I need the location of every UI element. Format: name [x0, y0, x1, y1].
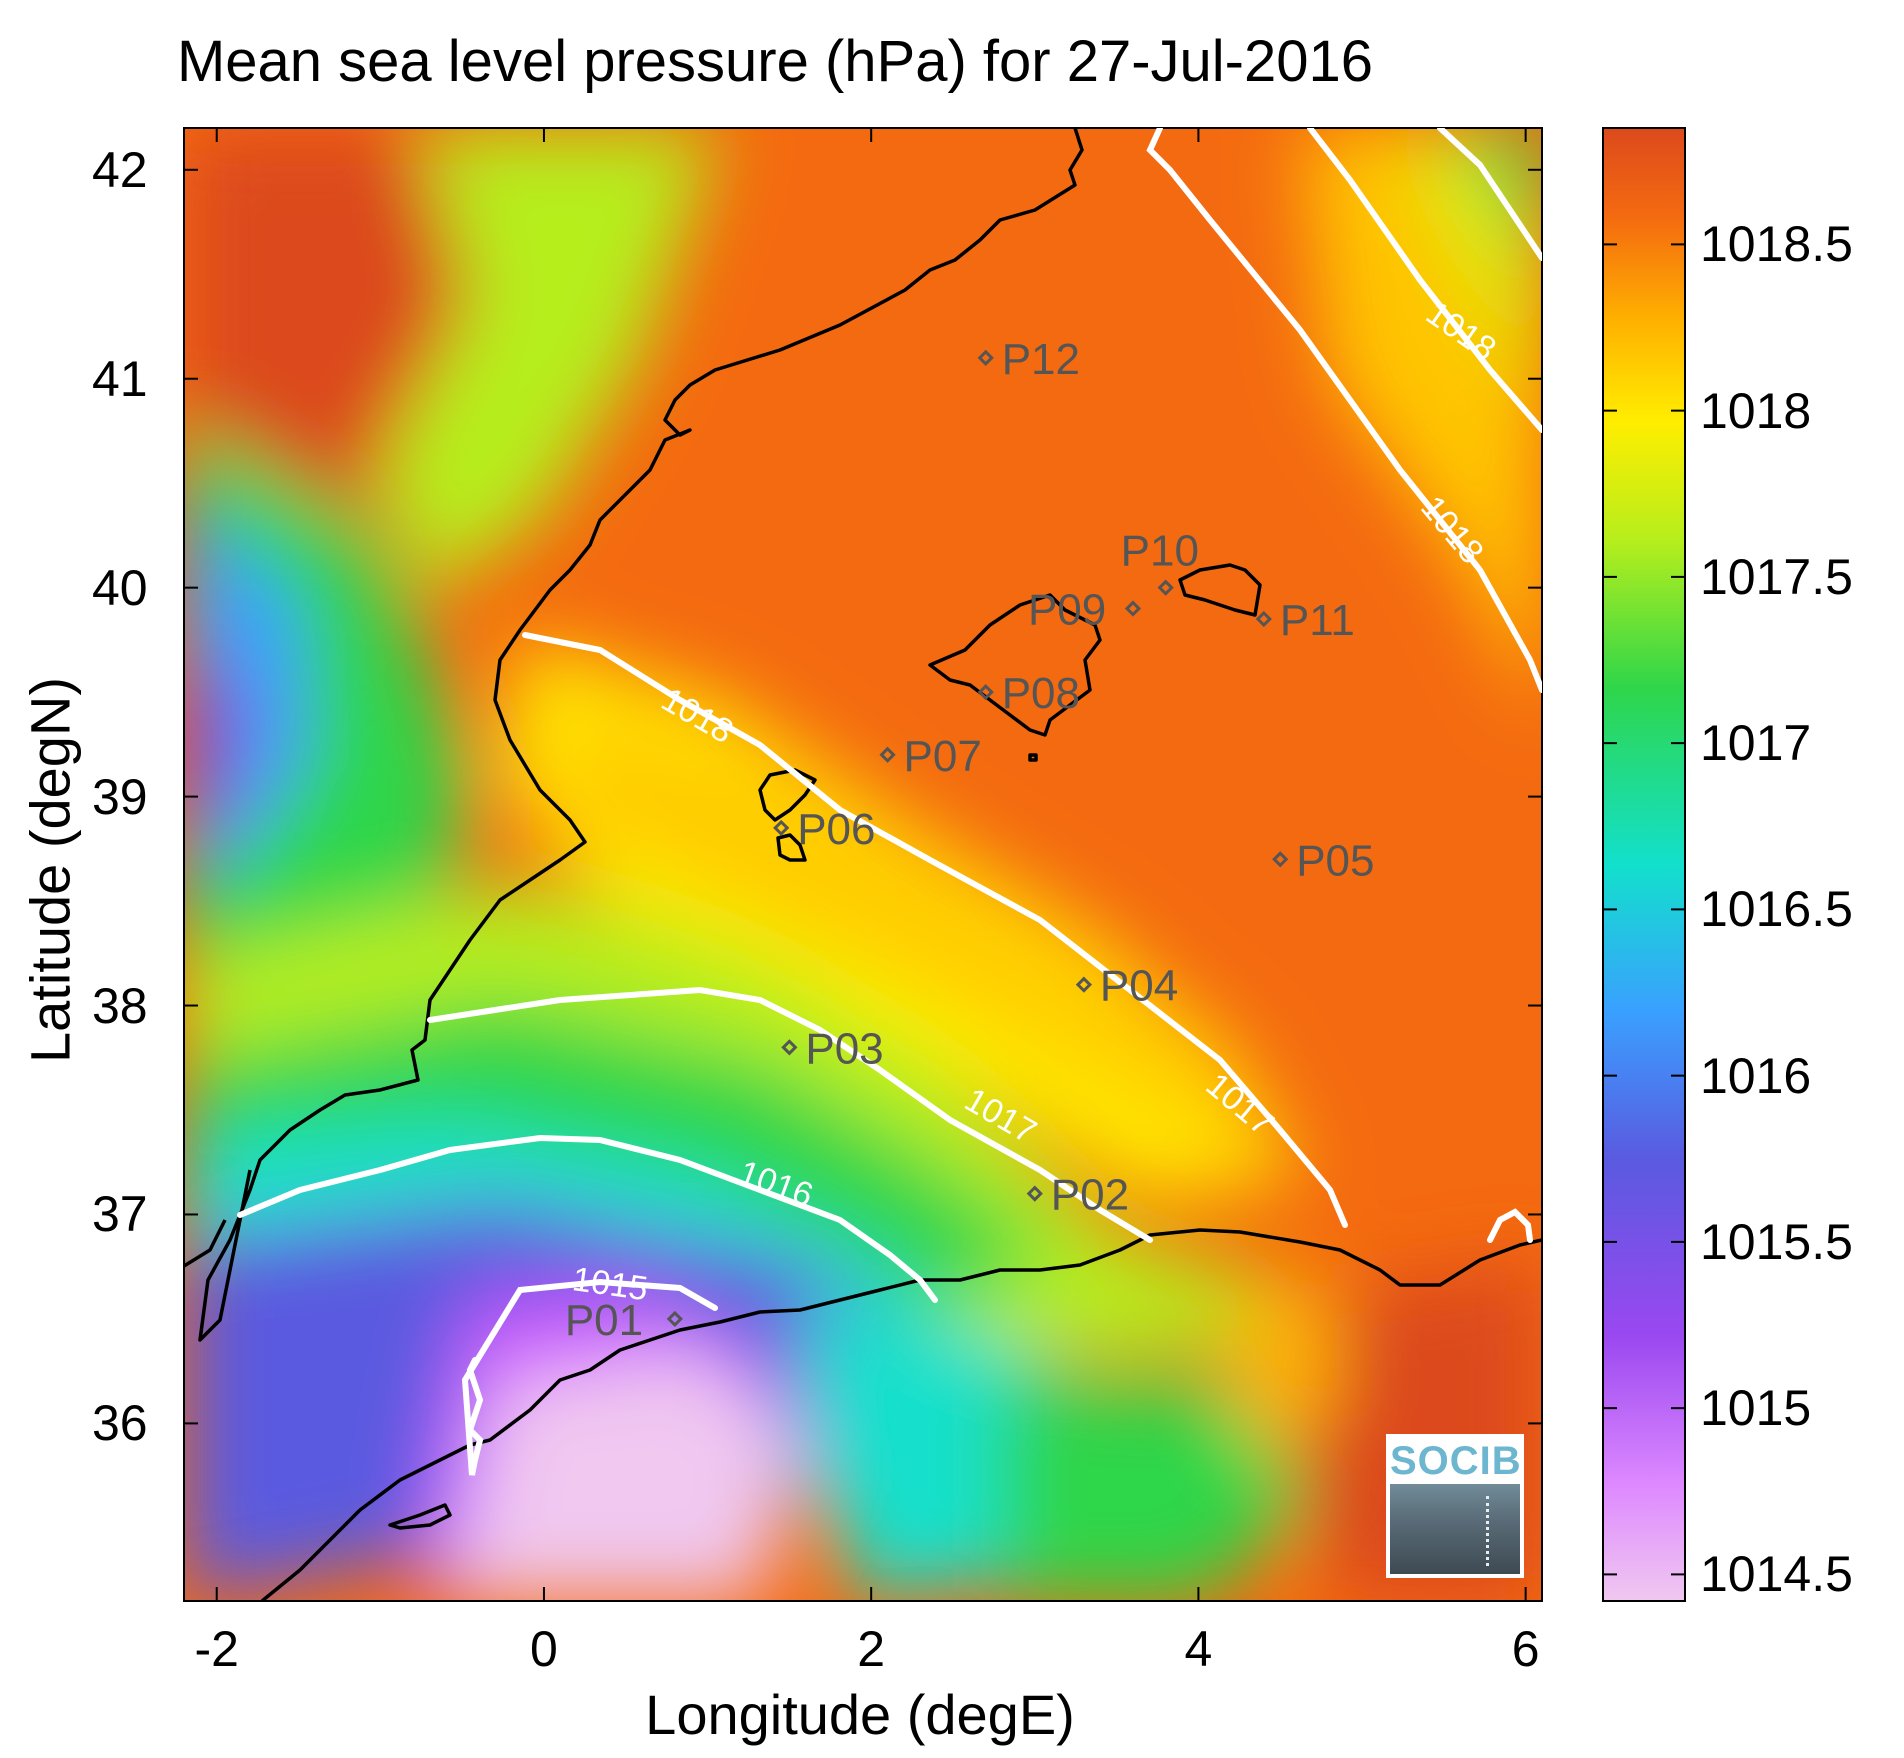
x-tick-label: -2 [194, 1621, 239, 1677]
y-tick-label: 38 [92, 977, 148, 1034]
station-markers: P01 P02 P03 P04 P05 P06 P07 P08 P09 P10 P11 P12 [565, 335, 1375, 1345]
y-axis-label: Latitude (degN) [18, 676, 82, 1064]
colorbar [1602, 127, 1686, 1602]
y-tick-label: 40 [92, 559, 148, 616]
contour-1017-mid [427, 986, 1153, 1243]
x-tick-label: 6 [1511, 1621, 1540, 1677]
socib-logo: SOCIB [1386, 1434, 1524, 1578]
station-marker-p07 [879, 746, 896, 763]
station-label-p06: P06 [797, 805, 875, 854]
y-tick-label: 36 [92, 1395, 148, 1452]
x-axis-label: Longitude (degE) [645, 1683, 1075, 1746]
station-marker-p05 [1272, 851, 1289, 868]
station-label-p12: P12 [1002, 335, 1080, 384]
colorbar-tick-label: 1016.5 [1700, 881, 1853, 938]
colorbar-tick-label: 1018 [1700, 382, 1812, 439]
station-marker-p12 [977, 349, 994, 366]
station-label-p08: P08 [1002, 669, 1080, 718]
station-label-p03: P03 [805, 1024, 883, 1073]
station-marker-p01 [666, 1310, 683, 1328]
colorbar-tick-label: 1016 [1700, 1047, 1812, 1104]
logo-pole-icon [1486, 1496, 1493, 1566]
colorbar-tick-label: 1018.5 [1700, 216, 1853, 273]
x-tick-label: 2 [857, 1621, 886, 1677]
station-marker-p10 [1157, 579, 1174, 596]
contour-1018-ne [1146, 128, 1542, 693]
coastline [184, 128, 1542, 1601]
x-tick-label: 4 [1184, 1621, 1213, 1677]
station-label-p04: P04 [1100, 962, 1178, 1011]
contour-1018-mid [522, 632, 1348, 1228]
plot-frame [183, 127, 1543, 1602]
station-marker-p02 [1026, 1185, 1043, 1202]
y-tick-label: 42 [92, 141, 148, 198]
station-marker-p08 [977, 684, 994, 701]
station-label-p11: P11 [1280, 596, 1355, 645]
contour-1016 [237, 1134, 938, 1303]
colorbar-tick-label: 1017 [1700, 715, 1812, 772]
chart-title: Mean sea level pressure (hPa) for 27-Jul… [176, 29, 1374, 94]
contour-lines [237, 128, 1542, 1476]
station-marker-p04 [1075, 976, 1093, 993]
pressure-field [184, 128, 1542, 1601]
colorbar-tick-label: 1015 [1700, 1380, 1812, 1437]
station-label-p09: P09 [1028, 586, 1106, 635]
colorbar-gradient [1602, 127, 1686, 1602]
contour-1017-ne2 [1307, 128, 1542, 433]
y-tick-label: 39 [92, 768, 148, 825]
station-label-p10: P10 [1121, 527, 1199, 576]
station-label-p07: P07 [904, 732, 982, 781]
contour-1018-se [1487, 1208, 1533, 1243]
logo-text: SOCIB [1390, 1438, 1522, 1484]
y-tick-label: 41 [92, 350, 148, 407]
station-label-p02: P02 [1051, 1171, 1129, 1220]
station-marker-p11 [1255, 610, 1272, 628]
station-marker-p09 [1124, 600, 1142, 617]
contour-1017-ne [1437, 128, 1542, 261]
colorbar-tick-label: 1014.5 [1700, 1546, 1853, 1603]
station-label-p01: P01 [565, 1296, 643, 1345]
station-marker-p06 [773, 819, 790, 837]
x-tick-label: 0 [530, 1621, 558, 1677]
colorbar-tick-label: 1017.5 [1700, 548, 1853, 605]
y-tick-label: 37 [92, 1186, 148, 1243]
colorbar-tick-label: 1015.5 [1700, 1213, 1853, 1270]
contour-1015 [461, 1278, 718, 1476]
station-marker-p03 [781, 1039, 798, 1056]
station-label-p05: P05 [1296, 836, 1374, 885]
